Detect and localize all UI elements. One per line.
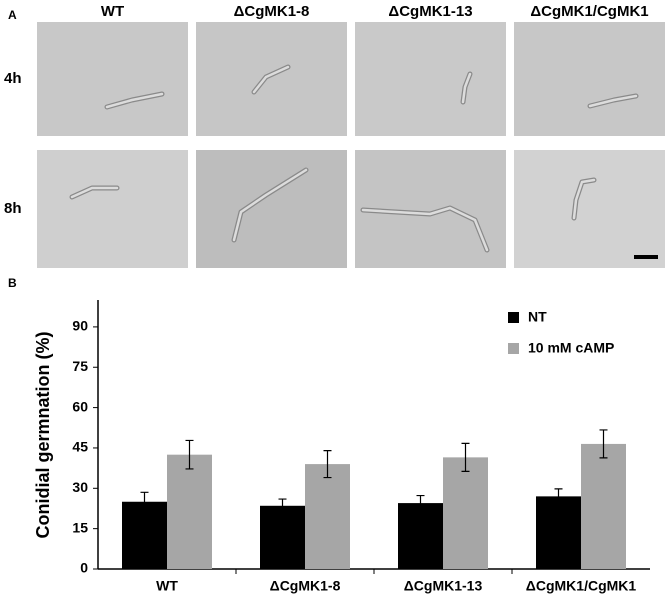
row-label: 8h [4, 200, 22, 217]
y-tick-label: 15 [72, 519, 88, 535]
micrograph [355, 22, 506, 136]
bar [581, 443, 626, 569]
y-tick-label: 30 [72, 479, 88, 495]
micrograph [37, 150, 188, 268]
y-tick-label: 45 [72, 439, 88, 455]
x-tick-label: ΔCgMK1-8 [270, 578, 341, 594]
micrograph [514, 150, 665, 268]
legend-swatch [508, 343, 519, 354]
legend-label: 10 mM cAMP [528, 340, 614, 356]
hypha-inner [461, 72, 472, 104]
scale-bar [634, 255, 658, 259]
error-bar [416, 494, 425, 512]
y-axis-label: Conidial germnation (%) [33, 331, 53, 538]
bar [122, 501, 167, 569]
hypha-inner [70, 186, 119, 199]
column-label: ΔCgMK1-8 [234, 3, 310, 20]
x-tick-label: ΔCgMK1-13 [404, 578, 483, 594]
micrograph [37, 22, 188, 136]
error-bar [599, 429, 608, 459]
column-label: ΔCgMK1-13 [388, 3, 472, 20]
bar [305, 464, 350, 569]
micrograph [196, 150, 347, 268]
x-tick-label: ΔCgMK1/CgMK1 [526, 578, 637, 594]
error-bar [278, 498, 287, 514]
y-tick-label: 90 [72, 318, 88, 334]
panel-label: A [8, 8, 17, 22]
hypha-inner [232, 168, 308, 242]
hypha-inner [361, 206, 489, 252]
error-bar [185, 439, 194, 470]
column-label: WT [101, 3, 124, 20]
error-bar [554, 488, 563, 505]
hypha-inner [252, 65, 290, 94]
micrograph [196, 22, 347, 136]
bar [167, 454, 212, 569]
error-bar [461, 442, 470, 472]
y-tick-label: 0 [80, 560, 88, 576]
y-tick-label: 75 [72, 358, 88, 374]
hypha-inner [572, 178, 596, 220]
bar [536, 496, 581, 569]
y-tick-label: 60 [72, 398, 88, 414]
column-label: ΔCgMK1/CgMK1 [530, 3, 648, 20]
legend-label: NT [528, 309, 547, 325]
x-tick-label: WT [156, 578, 178, 594]
error-bar [140, 491, 149, 512]
bar [260, 505, 305, 569]
hypha-inner [588, 94, 638, 108]
bar [398, 503, 443, 569]
micrograph [514, 22, 665, 136]
hypha-inner [105, 92, 164, 109]
bar [443, 457, 488, 569]
panel-label: B [8, 276, 17, 290]
legend-swatch [508, 312, 519, 323]
error-bar [323, 450, 332, 479]
row-label: 4h [4, 70, 22, 87]
